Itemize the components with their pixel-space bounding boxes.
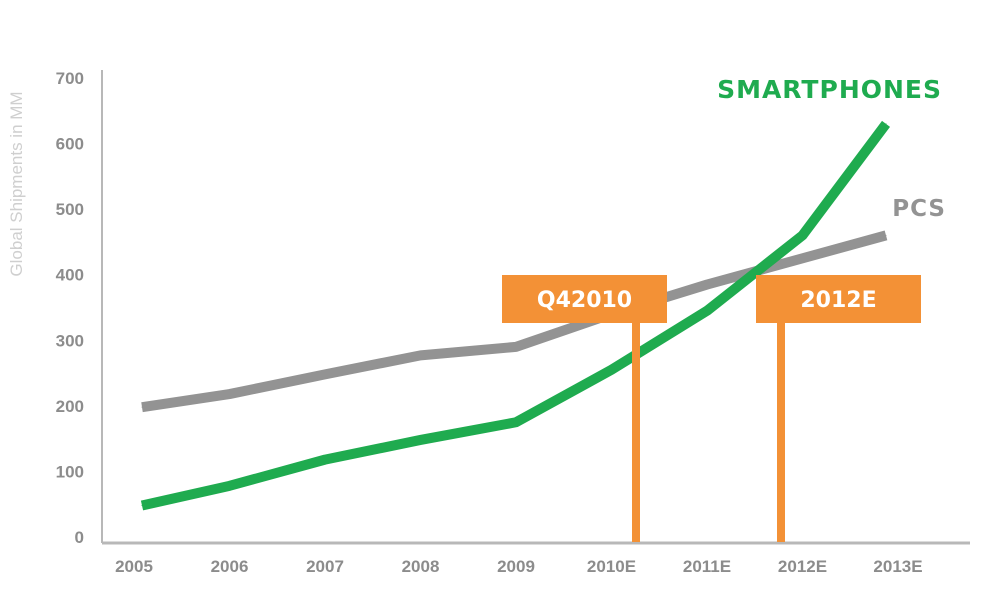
callout-q42010-label: Q42010 [537, 288, 632, 313]
y-tick-label: 600 [56, 135, 84, 154]
smartphones-point [515, 421, 517, 423]
y-tick-label: 400 [56, 266, 84, 285]
callouts: Q42010 2012E [502, 275, 921, 542]
x-tick-label: 2010E [587, 557, 636, 576]
callout-q42010-box [502, 275, 667, 323]
y-tick-label: 100 [56, 462, 84, 481]
x-tick-label: 2013E [873, 557, 922, 576]
smartphones-point [706, 310, 708, 312]
x-tick-label: 2009 [497, 557, 535, 576]
y-tick-label: 500 [56, 200, 84, 219]
callout-q42010-line [632, 323, 640, 542]
y-tick-label: 300 [56, 331, 84, 350]
smartphones-point [324, 459, 326, 461]
y-tick-labels: 0 100 200 300 400 500 600 700 [56, 69, 84, 547]
pcs-point [885, 234, 887, 236]
smartphones-point [802, 234, 803, 236]
pcs-point [802, 257, 803, 259]
pcs-point [324, 373, 326, 375]
smartphones-point [885, 123, 887, 125]
x-tick-labels: 2005 2006 2007 2008 2009 2010E 2011E 2012E 2013E [115, 557, 923, 576]
x-tick-label: 2007 [306, 557, 344, 576]
pcs-point [141, 406, 143, 408]
x-tick-label: 2011E [683, 557, 731, 576]
smartphones-point [420, 439, 421, 441]
y-tick-label: 0 [75, 528, 84, 547]
smartphones-point [229, 485, 230, 487]
y-tick-label: 200 [56, 397, 84, 416]
pcs-point [515, 346, 517, 348]
y-axis-label: Global Shipments in MM [7, 91, 26, 276]
pcs-point [706, 284, 708, 286]
pcs-point [420, 354, 421, 356]
pcs-point [229, 393, 230, 395]
x-tick-label: 2012E [778, 557, 827, 576]
x-tick-label: 2006 [211, 557, 249, 576]
x-tick-label: 2005 [115, 557, 153, 576]
callout-2012e-line [777, 323, 785, 542]
callout-2012e-label: 2012E [800, 288, 876, 313]
callout-2012e-box [756, 275, 921, 323]
smartphones-point [141, 505, 143, 507]
x-tick-label: 2008 [402, 557, 440, 576]
series-labels: PCS SMARTPHONES [717, 75, 946, 222]
y-tick-label: 700 [56, 69, 84, 88]
pcs-label: PCS [892, 196, 946, 222]
smartphones-point [611, 369, 612, 371]
smartphones-label: SMARTPHONES [717, 75, 942, 104]
